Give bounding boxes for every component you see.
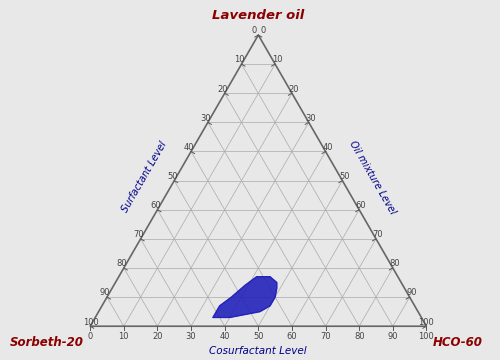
Text: 90: 90 <box>100 288 110 297</box>
Text: 80: 80 <box>354 332 364 341</box>
Text: 10: 10 <box>118 332 129 341</box>
Text: 50: 50 <box>167 172 177 181</box>
Text: 30: 30 <box>186 332 196 341</box>
Text: 10: 10 <box>272 55 282 64</box>
Text: 70: 70 <box>372 230 384 239</box>
Text: Lavender oil: Lavender oil <box>212 9 304 22</box>
Text: 70: 70 <box>320 332 331 341</box>
Text: HCO-60: HCO-60 <box>433 336 483 349</box>
Text: 20: 20 <box>288 85 299 94</box>
Text: 100: 100 <box>418 318 434 327</box>
Text: 50: 50 <box>339 172 349 181</box>
Text: 60: 60 <box>286 332 297 341</box>
Text: 40: 40 <box>322 143 333 152</box>
Text: 20: 20 <box>152 332 162 341</box>
Polygon shape <box>213 277 277 318</box>
Text: 0: 0 <box>251 26 256 35</box>
Text: 30: 30 <box>200 114 211 123</box>
Text: 70: 70 <box>134 230 144 239</box>
Text: 60: 60 <box>356 201 366 210</box>
Text: Sorbeth-20: Sorbeth-20 <box>10 336 84 349</box>
Text: Surfactant Level: Surfactant Level <box>120 140 168 215</box>
Text: 80: 80 <box>116 259 127 268</box>
Text: 0: 0 <box>260 26 266 35</box>
Text: 90: 90 <box>406 288 417 297</box>
Text: Cosurfactant Level: Cosurfactant Level <box>210 346 307 356</box>
Text: 40: 40 <box>184 143 194 152</box>
Text: 80: 80 <box>390 259 400 268</box>
Text: 30: 30 <box>306 114 316 123</box>
Text: 40: 40 <box>220 332 230 341</box>
Text: 50: 50 <box>253 332 264 341</box>
Text: 100: 100 <box>418 332 434 341</box>
Text: 10: 10 <box>234 55 244 64</box>
Text: Oil mixture Level: Oil mixture Level <box>348 139 398 216</box>
Text: 100: 100 <box>83 318 98 327</box>
Text: 90: 90 <box>388 332 398 341</box>
Text: 20: 20 <box>218 85 228 94</box>
Text: 0: 0 <box>88 332 93 341</box>
Text: 60: 60 <box>150 201 161 210</box>
